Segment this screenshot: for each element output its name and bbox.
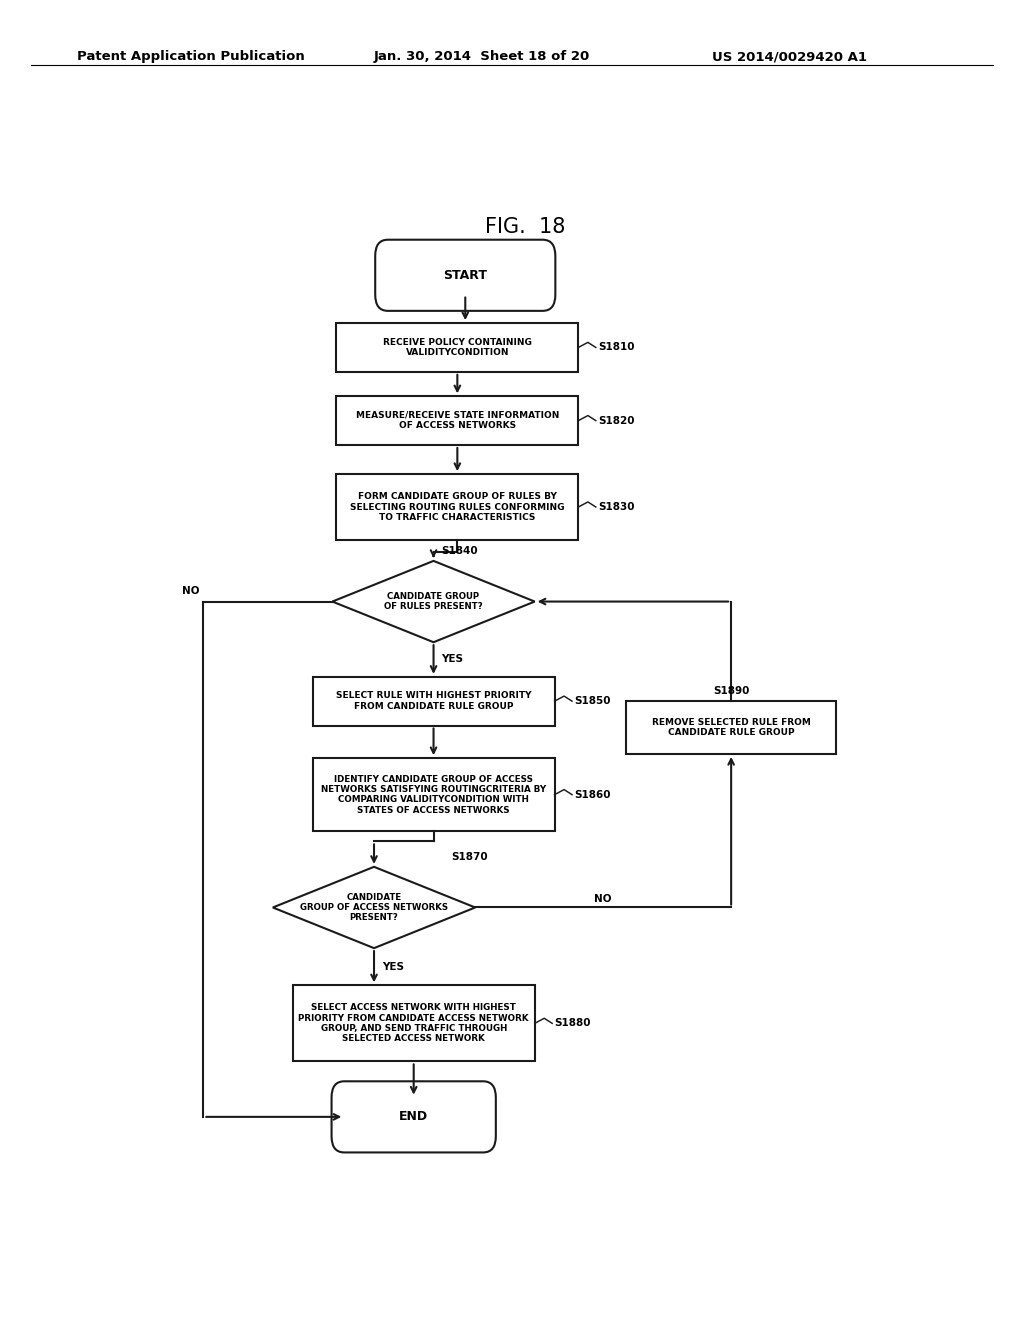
Text: NO: NO — [594, 895, 612, 904]
Bar — [336, 323, 579, 372]
Text: S1890: S1890 — [713, 686, 750, 696]
Bar — [312, 677, 555, 726]
Text: NO: NO — [182, 586, 200, 597]
Text: SELECT ACCESS NETWORK WITH HIGHEST
PRIORITY FROM CANDIDATE ACCESS NETWORK
GROUP,: SELECT ACCESS NETWORK WITH HIGHEST PRIOR… — [298, 1003, 529, 1043]
Text: YES: YES — [441, 655, 464, 664]
Bar — [336, 396, 579, 445]
Text: Jan. 30, 2014  Sheet 18 of 20: Jan. 30, 2014 Sheet 18 of 20 — [374, 50, 590, 63]
Text: CANDIDATE
GROUP OF ACCESS NETWORKS
PRESENT?: CANDIDATE GROUP OF ACCESS NETWORKS PRESE… — [300, 892, 449, 923]
FancyBboxPatch shape — [332, 1081, 496, 1152]
Text: S1860: S1860 — [574, 789, 611, 800]
Text: S1840: S1840 — [441, 545, 478, 556]
Polygon shape — [272, 867, 475, 948]
Text: MEASURE/RECEIVE STATE INFORMATION
OF ACCESS NETWORKS: MEASURE/RECEIVE STATE INFORMATION OF ACC… — [355, 411, 559, 430]
Text: S1830: S1830 — [598, 502, 635, 512]
Bar — [312, 758, 555, 832]
Text: SELECT RULE WITH HIGHEST PRIORITY
FROM CANDIDATE RULE GROUP: SELECT RULE WITH HIGHEST PRIORITY FROM C… — [336, 692, 531, 711]
Text: START: START — [443, 269, 487, 281]
Bar — [293, 985, 535, 1061]
Polygon shape — [333, 561, 535, 643]
Text: END: END — [399, 1110, 428, 1123]
Text: US 2014/0029420 A1: US 2014/0029420 A1 — [712, 50, 866, 63]
Text: S1850: S1850 — [574, 696, 611, 706]
Text: S1810: S1810 — [598, 342, 635, 352]
Text: S1870: S1870 — [452, 851, 488, 862]
Bar — [626, 701, 837, 754]
Text: FORM CANDIDATE GROUP OF RULES BY
SELECTING ROUTING RULES CONFORMING
TO TRAFFIC C: FORM CANDIDATE GROUP OF RULES BY SELECTI… — [350, 492, 564, 521]
Text: FIG.  18: FIG. 18 — [484, 218, 565, 238]
Text: Patent Application Publication: Patent Application Publication — [77, 50, 304, 63]
Text: REMOVE SELECTED RULE FROM
CANDIDATE RULE GROUP: REMOVE SELECTED RULE FROM CANDIDATE RULE… — [651, 718, 811, 738]
Bar — [336, 474, 579, 540]
Text: S1880: S1880 — [555, 1018, 591, 1028]
Text: S1820: S1820 — [598, 416, 635, 425]
Text: YES: YES — [382, 962, 403, 972]
Text: CANDIDATE GROUP
OF RULES PRESENT?: CANDIDATE GROUP OF RULES PRESENT? — [384, 591, 483, 611]
Text: RECEIVE POLICY CONTAINING
VALIDITYCONDITION: RECEIVE POLICY CONTAINING VALIDITYCONDIT… — [383, 338, 531, 358]
Text: IDENTIFY CANDIDATE GROUP OF ACCESS
NETWORKS SATISFYING ROUTINGCRITERIA BY
COMPAR: IDENTIFY CANDIDATE GROUP OF ACCESS NETWO… — [321, 775, 546, 814]
FancyBboxPatch shape — [375, 240, 555, 312]
